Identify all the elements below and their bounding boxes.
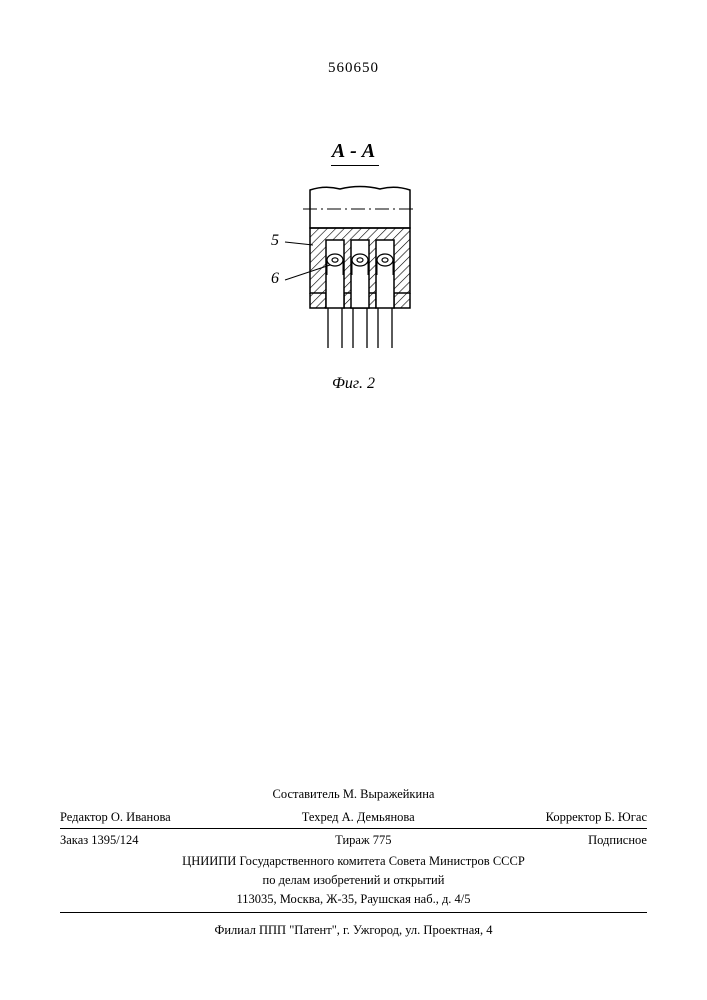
page-number: 560650 — [0, 60, 707, 77]
compiler-line: Составитель М. Выражейкина — [60, 785, 647, 804]
footer-block: Составитель М. Выражейкина Редактор О. И… — [60, 785, 647, 940]
figure-2: 5 6 — [265, 180, 455, 370]
credits-row: Редактор О. Иванова Техред А. Демьянова … — [60, 808, 647, 830]
section-underline — [331, 165, 379, 166]
circulation: Тираж 775 — [335, 831, 391, 850]
section-label: А - А — [0, 140, 707, 163]
org-line-2: по делам изобретений и открытий — [60, 871, 647, 890]
corrector: Корректор Б. Югас — [546, 808, 647, 827]
figure-svg — [265, 180, 455, 370]
order-number: Заказ 1395/124 — [60, 831, 139, 850]
figure-caption: Фиг. 2 — [0, 375, 707, 393]
subscription: Подписное — [588, 831, 647, 850]
tech-editor: Техред А. Демьянова — [302, 808, 415, 827]
order-row: Заказ 1395/124 Тираж 775 Подписное — [60, 831, 647, 852]
org-block: ЦНИИПИ Государственного комитета Совета … — [60, 852, 647, 913]
ref-label-5: 5 — [271, 232, 279, 250]
branch-line: Филиал ППП "Патент", г. Ужгород, ул. Про… — [60, 917, 647, 940]
editor: Редактор О. Иванова — [60, 808, 171, 827]
org-address: 113035, Москва, Ж-35, Раушская наб., д. … — [60, 890, 647, 909]
ref-label-6: 6 — [271, 270, 279, 288]
org-line-1: ЦНИИПИ Государственного комитета Совета … — [60, 852, 647, 871]
